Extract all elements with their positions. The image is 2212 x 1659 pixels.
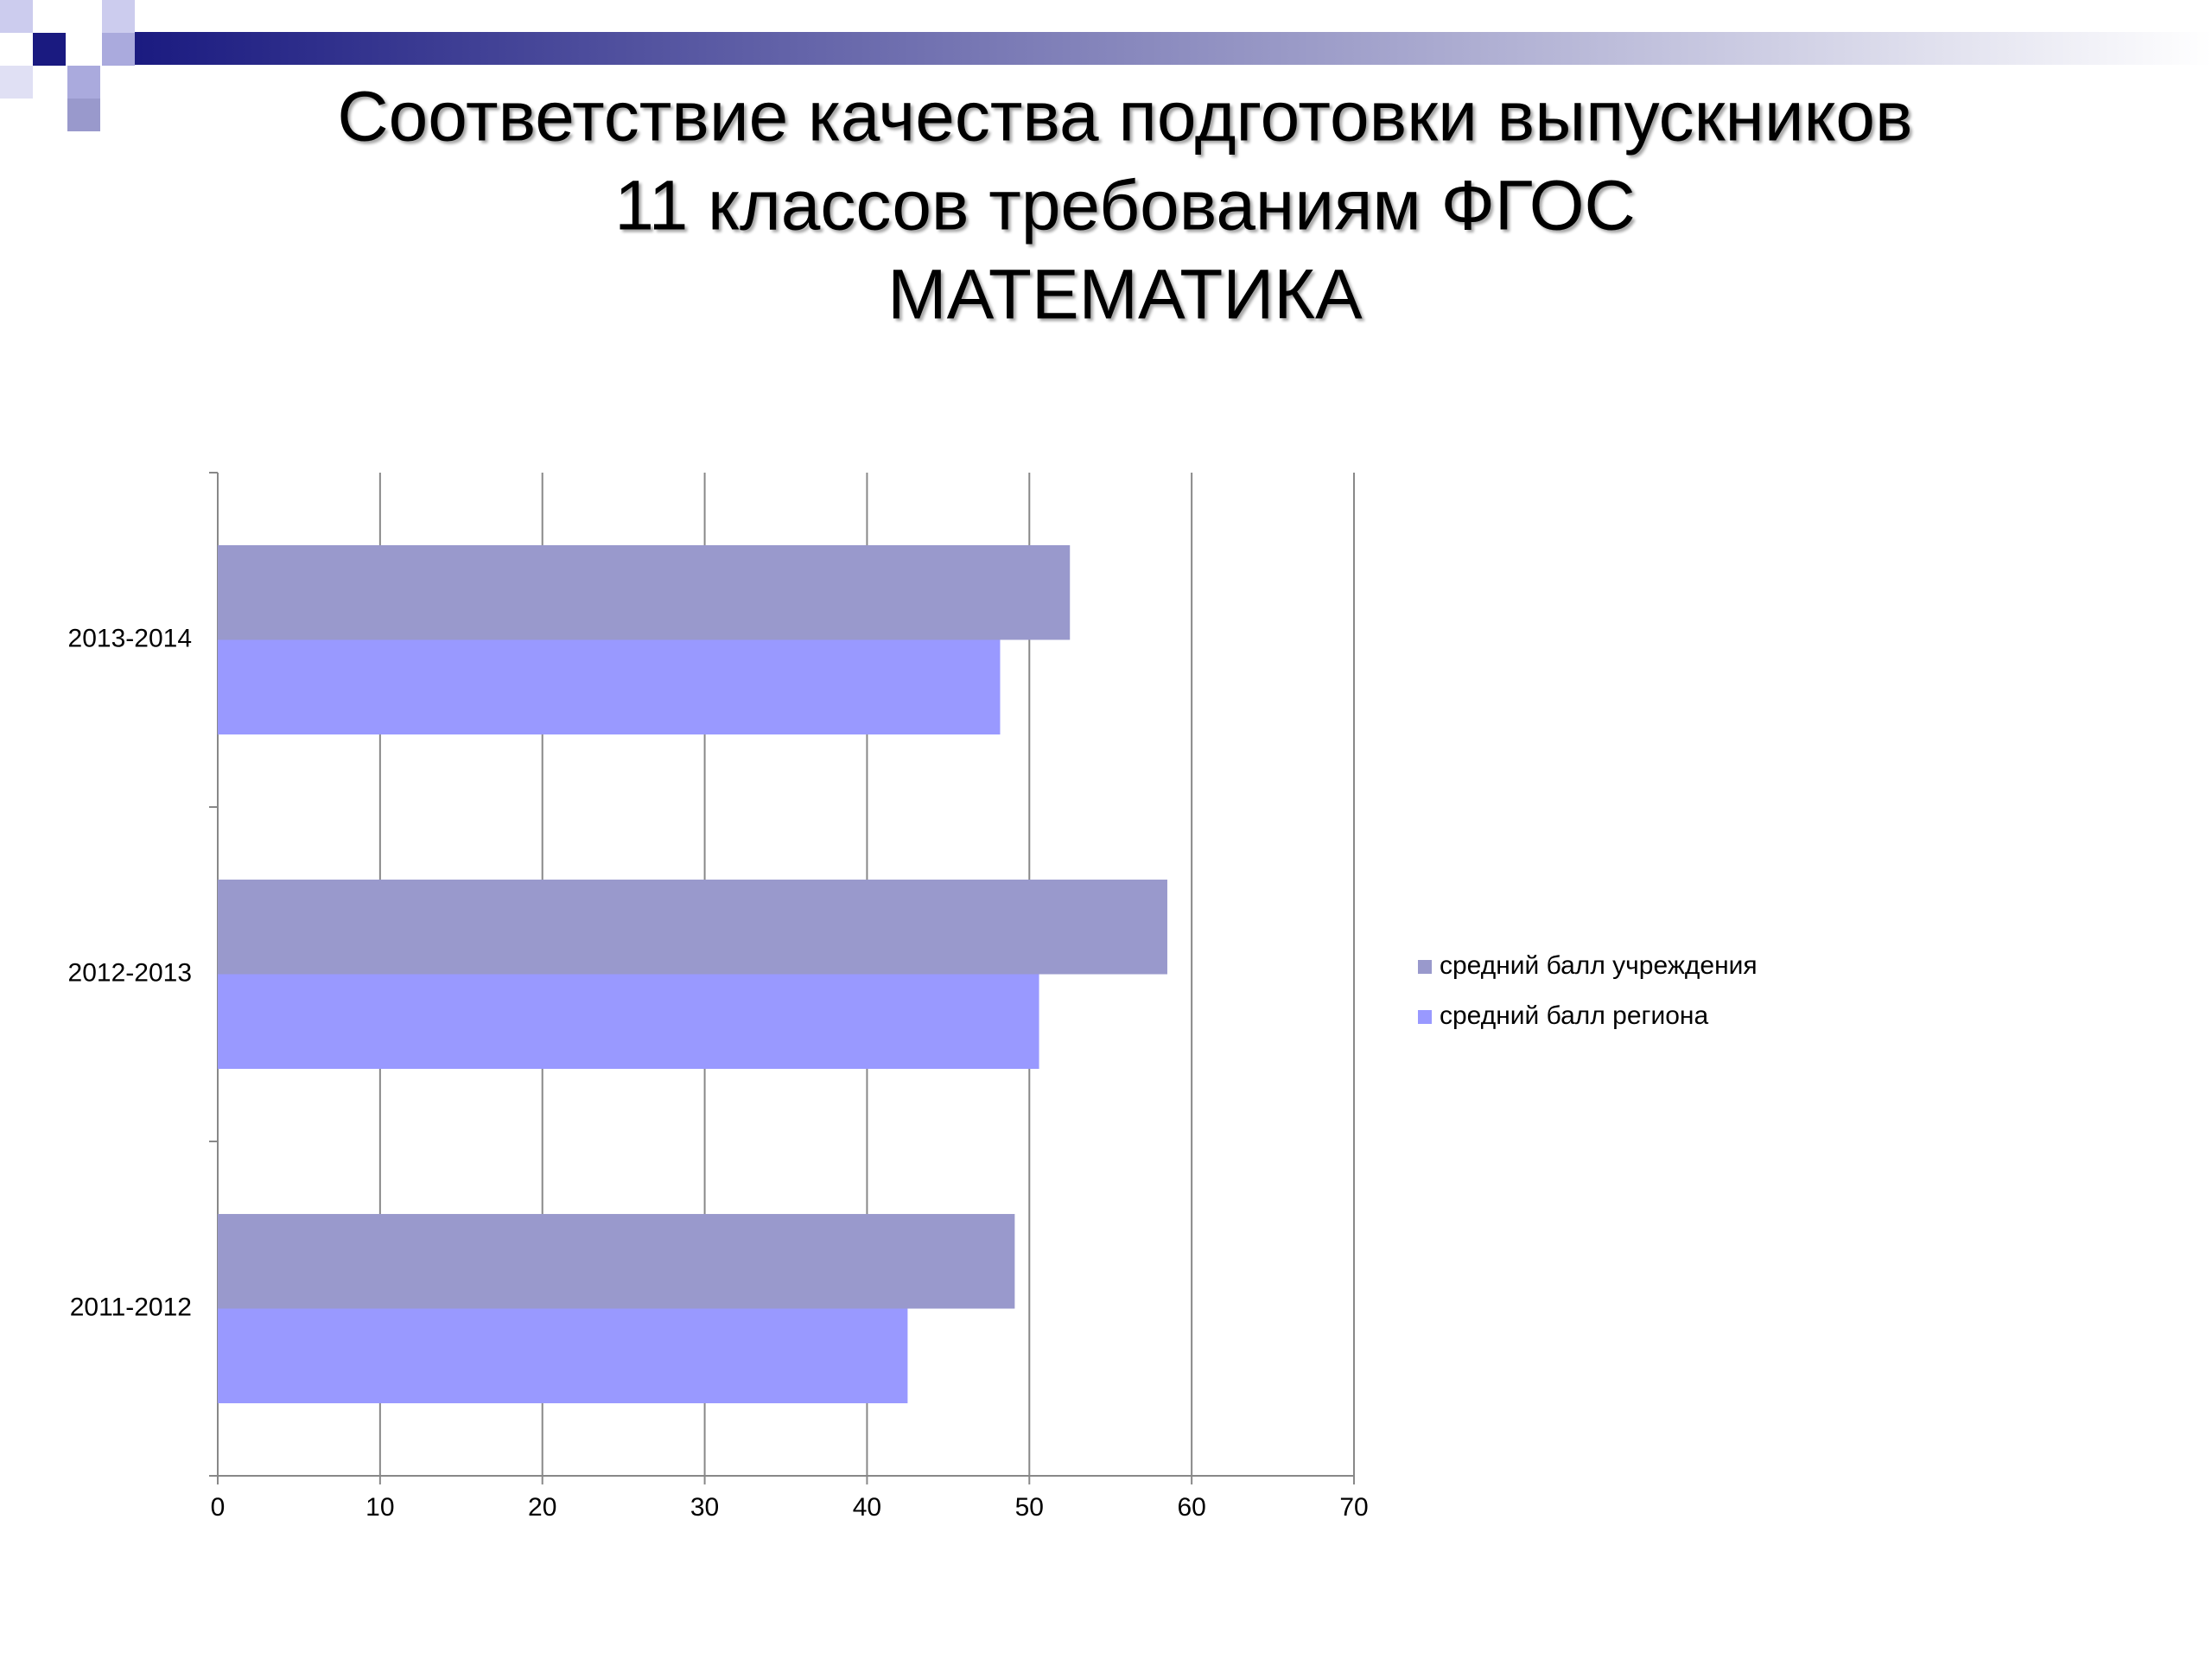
chart-title: Соответствие качества подготовки выпускн… <box>337 78 1912 334</box>
x-tick-label: 20 <box>528 1493 556 1522</box>
y-tick-label: 2012-2013 <box>68 958 192 987</box>
x-tick-label: 60 <box>1177 1493 1205 1522</box>
x-tick-label: 70 <box>1339 1493 1368 1522</box>
chart-title-line: МАТЕМАТИКА <box>887 256 1363 334</box>
x-tick-label: 50 <box>1015 1493 1044 1522</box>
bar <box>218 879 1167 975</box>
legend-swatch <box>1418 960 1432 974</box>
chart-title-line: Соответствие качества подготовки выпускн… <box>337 78 1912 156</box>
decoration <box>0 0 2212 131</box>
bar <box>218 639 1001 735</box>
x-tick-label: 40 <box>853 1493 881 1522</box>
bar <box>218 1308 908 1404</box>
legend-label: средний балл учреждения <box>1440 951 1758 980</box>
bar <box>218 1213 1015 1309</box>
legend-label: средний балл региона <box>1440 1001 1708 1030</box>
x-tick-label: 0 <box>211 1493 226 1522</box>
bar <box>218 974 1039 1070</box>
x-tick-label: 30 <box>690 1493 719 1522</box>
x-tick-label: 10 <box>365 1493 394 1522</box>
bar <box>218 544 1071 640</box>
legend-swatch <box>1418 1010 1432 1024</box>
y-tick-label: 2011-2012 <box>70 1293 192 1321</box>
chart-title-line: 11 классов требованиям ФГОС <box>614 167 1635 245</box>
y-tick-label: 2013-2014 <box>68 624 192 652</box>
